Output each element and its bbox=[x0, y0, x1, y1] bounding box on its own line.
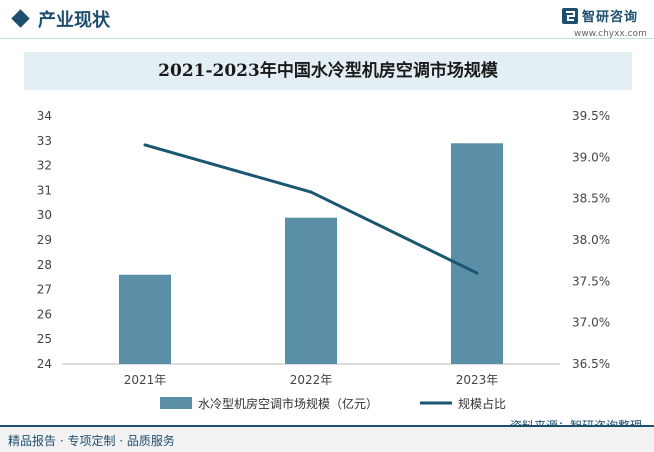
y-left-tick-label: 25 bbox=[37, 332, 52, 346]
chart-title: 2021-2023年中国水冷型机房空调市场规模 bbox=[158, 61, 498, 81]
header-divider bbox=[0, 38, 654, 39]
line-point bbox=[309, 190, 313, 194]
bar bbox=[285, 217, 337, 364]
brand-url: www.chyxx.com bbox=[574, 29, 647, 39]
y-right-tick-label: 38.5% bbox=[572, 192, 610, 206]
x-tick-label: 2023年 bbox=[456, 373, 499, 387]
line-point bbox=[143, 143, 147, 147]
y-left-tick-label: 31 bbox=[37, 183, 52, 197]
bar bbox=[451, 143, 503, 364]
brand-name: 智研咨询 bbox=[582, 10, 639, 25]
bar bbox=[119, 274, 171, 364]
y-left-tick-label: 30 bbox=[37, 208, 52, 222]
y-left-tick-label: 32 bbox=[37, 159, 52, 173]
y-left-tick-label: 28 bbox=[37, 258, 52, 272]
line-point bbox=[475, 271, 479, 275]
y-right-tick-label: 37.5% bbox=[572, 274, 610, 288]
section-title: 产业现状 bbox=[38, 10, 110, 31]
y-right-tick-label: 36.5% bbox=[572, 357, 610, 371]
footer-bar: 精品报告 · 专项定制 · 品质服务 bbox=[0, 425, 654, 452]
brand-logo-icon bbox=[562, 8, 578, 24]
y-left-tick-label: 34 bbox=[37, 109, 52, 123]
y-right-tick-label: 38.0% bbox=[572, 233, 610, 247]
y-right-tick-label: 39.5% bbox=[572, 109, 610, 123]
header-band: 产业现状 智研咨询 www.chyxx.com bbox=[0, 0, 654, 44]
x-tick-label: 2022年 bbox=[290, 373, 333, 387]
legend-swatch-bar bbox=[160, 397, 192, 409]
y-left-tick-label: 29 bbox=[37, 233, 52, 247]
y-right-tick-label: 39.0% bbox=[572, 150, 610, 164]
y-left-tick-label: 33 bbox=[37, 134, 52, 148]
x-tick-label: 2021年 bbox=[124, 373, 167, 387]
chart-title-bar bbox=[24, 52, 632, 90]
y-left-tick-label: 24 bbox=[37, 357, 52, 371]
y-left-tick-label: 27 bbox=[37, 283, 52, 297]
y-right-tick-label: 37.0% bbox=[572, 316, 610, 330]
legend-label-bar: 水冷型机房空调市场规模（亿元） bbox=[198, 396, 378, 411]
legend-label-line: 规模占比 bbox=[458, 396, 506, 411]
y-left-tick-label: 26 bbox=[37, 307, 52, 321]
footer-text: 精品报告 · 专项定制 · 品质服务 bbox=[8, 434, 175, 448]
